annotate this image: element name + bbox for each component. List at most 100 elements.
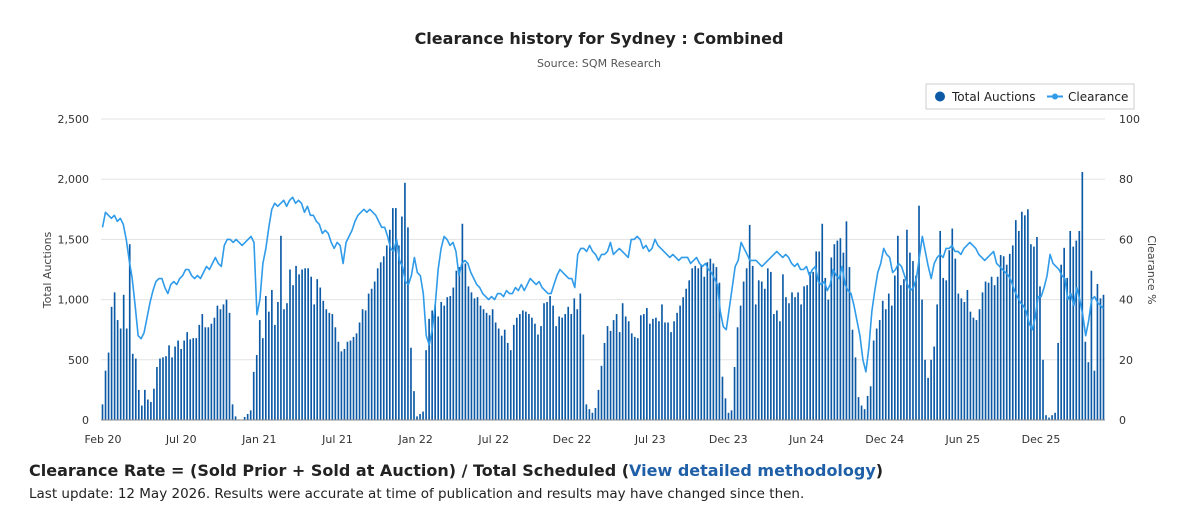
bar-total-auctions[interactable] (742, 281, 745, 420)
bar-total-auctions[interactable] (588, 409, 591, 420)
bar-total-auctions[interactable] (286, 303, 288, 420)
bar-total-auctions[interactable] (649, 323, 651, 420)
bar-total-auctions[interactable] (165, 356, 167, 420)
bar-total-auctions[interactable] (670, 332, 672, 420)
bar-total-auctions[interactable] (603, 342, 606, 420)
bar-total-auctions[interactable] (942, 277, 945, 420)
bar-total-auctions[interactable] (776, 310, 778, 420)
bar-total-auctions[interactable] (818, 251, 821, 420)
bar-total-auctions[interactable] (1072, 246, 1075, 420)
bar-total-auctions[interactable] (382, 256, 385, 420)
bar-total-auctions[interactable] (343, 348, 346, 420)
bar-total-auctions[interactable] (996, 276, 999, 420)
bar-total-auctions[interactable] (310, 276, 312, 420)
bar-total-auctions[interactable] (655, 317, 657, 420)
bar-total-auctions[interactable] (633, 336, 636, 420)
bar-total-auctions[interactable] (531, 317, 533, 420)
bar-total-auctions[interactable] (860, 405, 863, 420)
bar-total-auctions[interactable] (582, 334, 585, 420)
bar-total-auctions[interactable] (131, 353, 134, 420)
bar-total-auctions[interactable] (703, 276, 706, 420)
bar-total-auctions[interactable] (207, 327, 210, 420)
bar-total-auctions[interactable] (150, 401, 152, 420)
bar-total-auctions[interactable] (1036, 236, 1038, 420)
bar-total-auctions[interactable] (555, 326, 557, 420)
bar-total-auctions[interactable] (422, 411, 424, 420)
bar-total-auctions[interactable] (298, 274, 300, 420)
bar-total-auctions[interactable] (258, 320, 261, 420)
bar-total-auctions[interactable] (579, 293, 582, 420)
bar-total-auctions[interactable] (479, 305, 482, 420)
bar-total-auctions[interactable] (289, 269, 291, 421)
bar-total-auctions[interactable] (987, 282, 990, 420)
bar-total-auctions[interactable] (890, 305, 893, 420)
bar-total-auctions[interactable] (334, 327, 337, 420)
bar-total-auctions[interactable] (506, 342, 509, 420)
bar-total-auctions[interactable] (857, 397, 860, 420)
bar-total-auctions[interactable] (316, 279, 319, 420)
bar-total-auctions[interactable] (1081, 171, 1084, 420)
bar-total-auctions[interactable] (770, 271, 772, 420)
bar-total-auctions[interactable] (636, 338, 639, 420)
bar-total-auctions[interactable] (325, 309, 328, 420)
bar-total-auctions[interactable] (292, 285, 294, 420)
bar-total-auctions[interactable] (815, 251, 818, 420)
bar-total-auctions[interactable] (933, 346, 935, 420)
bar-total-auctions[interactable] (1024, 215, 1026, 420)
bar-total-auctions[interactable] (231, 404, 234, 420)
bar-total-auctions[interactable] (425, 350, 427, 420)
bar-total-auctions[interactable] (379, 262, 382, 420)
bar-total-auctions[interactable] (727, 412, 730, 420)
bar-total-auctions[interactable] (443, 305, 446, 420)
bar-total-auctions[interactable] (137, 389, 140, 420)
bar-total-auctions[interactable] (570, 314, 573, 420)
bar-total-auctions[interactable] (1090, 270, 1093, 420)
bar-total-auctions[interactable] (174, 346, 176, 420)
bar-total-auctions[interactable] (482, 309, 485, 420)
bar-total-auctions[interactable] (340, 351, 343, 420)
bar-total-auctions[interactable] (255, 354, 258, 420)
bar-total-auctions[interactable] (869, 386, 872, 420)
bar-total-auctions[interactable] (364, 310, 367, 420)
bar-total-auctions[interactable] (881, 300, 884, 420)
bar-total-auctions[interactable] (307, 268, 309, 420)
bar-total-auctions[interactable] (497, 328, 500, 421)
bar-total-auctions[interactable] (624, 316, 627, 420)
bar-total-auctions[interactable] (1005, 264, 1008, 420)
bar-total-auctions[interactable] (304, 268, 306, 420)
bar-total-auctions[interactable] (800, 304, 802, 420)
bar-total-auctions[interactable] (685, 288, 687, 420)
bar-total-auctions[interactable] (198, 324, 201, 420)
bar-total-auctions[interactable] (736, 327, 739, 420)
bar-total-auctions[interactable] (434, 304, 436, 420)
bar-total-auctions[interactable] (134, 358, 137, 420)
bar-total-auctions[interactable] (842, 252, 845, 420)
bar-total-auctions[interactable] (697, 268, 700, 420)
bar-total-auctions[interactable] (709, 258, 712, 420)
bar-total-auctions[interactable] (494, 322, 497, 420)
bar-total-auctions[interactable] (171, 357, 173, 420)
bar-total-auctions[interactable] (107, 352, 110, 420)
bar-total-auctions[interactable] (878, 320, 881, 420)
bar-total-auctions[interactable] (301, 269, 303, 421)
bar-total-auctions[interactable] (522, 310, 524, 420)
bar-total-auctions[interactable] (1011, 245, 1014, 420)
bar-total-auctions[interactable] (1075, 240, 1078, 420)
bar-total-auctions[interactable] (797, 292, 799, 420)
bar-total-auctions[interactable] (476, 297, 479, 420)
bar-total-auctions[interactable] (376, 268, 379, 420)
bar-total-auctions[interactable] (446, 297, 449, 420)
bar-total-auctions[interactable] (745, 268, 748, 420)
bar-total-auctions[interactable] (410, 347, 412, 420)
bar-total-auctions[interactable] (512, 324, 515, 420)
bar-total-auctions[interactable] (960, 298, 963, 420)
bar-total-auctions[interactable] (924, 359, 926, 420)
bar-total-auctions[interactable] (515, 317, 518, 420)
bar-total-auctions[interactable] (921, 299, 923, 420)
bar-total-auctions[interactable] (785, 297, 787, 420)
bar-total-auctions[interactable] (712, 263, 715, 420)
bar-total-auctions[interactable] (1078, 230, 1081, 420)
bar-total-auctions[interactable] (639, 315, 642, 420)
bar-total-auctions[interactable] (1033, 246, 1035, 420)
bar-total-auctions[interactable] (646, 308, 648, 420)
